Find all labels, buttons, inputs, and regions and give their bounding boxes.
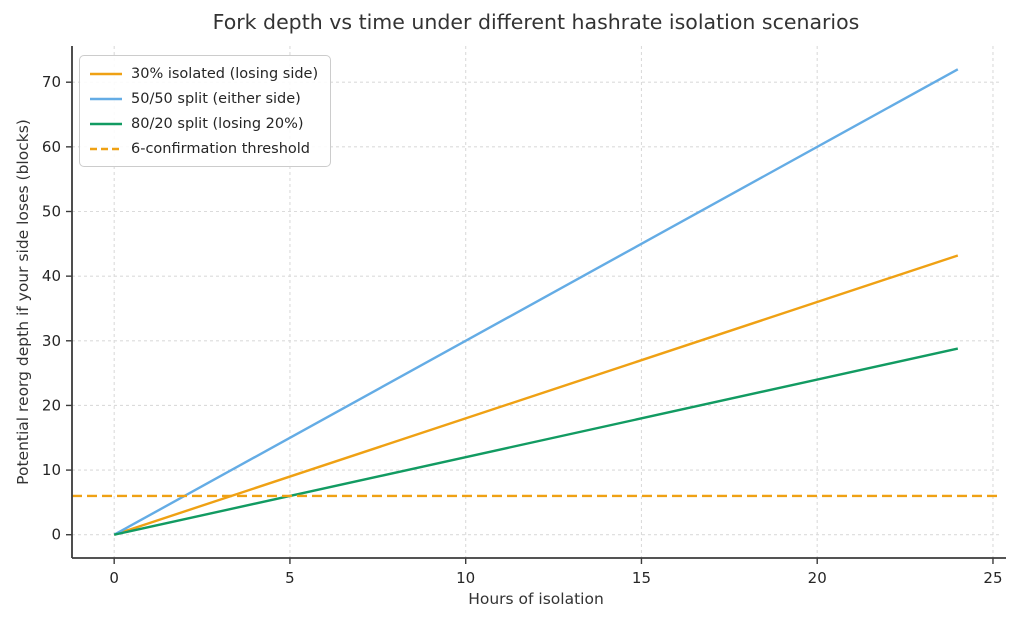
x-axis-label: Hours of isolation bbox=[468, 590, 604, 608]
y-tick-label: 0 bbox=[51, 526, 61, 544]
legend-entry-2: 80/20 split (losing 20%) bbox=[90, 113, 318, 134]
x-tick-label: 5 bbox=[285, 569, 295, 587]
legend-entry-0: 30% isolated (losing side) bbox=[90, 63, 318, 84]
x-tick-label: 10 bbox=[456, 569, 475, 587]
y-tick-label: 10 bbox=[42, 461, 61, 479]
legend-swatch-dashed-line bbox=[90, 147, 122, 150]
x-tick-label: 15 bbox=[632, 569, 651, 587]
x-tick-label: 25 bbox=[983, 569, 1002, 587]
y-tick-label: 20 bbox=[42, 396, 61, 414]
legend-label: 50/50 split (either side) bbox=[131, 90, 301, 107]
legend-swatch-line bbox=[90, 72, 122, 75]
legend-label: 30% isolated (losing side) bbox=[131, 65, 319, 82]
legend-swatch-line bbox=[90, 122, 122, 125]
legend: 30% isolated (losing side) 50/50 split (e… bbox=[79, 55, 332, 167]
series-line-2 bbox=[113, 347, 959, 536]
y-tick-label: 70 bbox=[42, 73, 61, 91]
legend-entry-3: 6-confirmation threshold bbox=[90, 138, 318, 159]
y-tick-label: 40 bbox=[42, 267, 61, 285]
series-line-0 bbox=[113, 254, 959, 536]
legend-entry-1: 50/50 split (either side) bbox=[90, 88, 318, 109]
y-tick-label: 30 bbox=[42, 332, 61, 350]
chart-title: Fork depth vs time under different hashr… bbox=[212, 10, 860, 34]
x-tick-label: 0 bbox=[109, 569, 119, 587]
legend-label: 80/20 split (losing 20%) bbox=[131, 115, 304, 132]
series-line-1 bbox=[113, 68, 959, 536]
legend-swatch-line bbox=[90, 97, 122, 100]
y-tick-label: 60 bbox=[42, 138, 61, 156]
y-tick-label: 50 bbox=[42, 202, 61, 220]
legend-label: 6-confirmation threshold bbox=[131, 140, 311, 157]
x-tick-label: 20 bbox=[808, 569, 827, 587]
